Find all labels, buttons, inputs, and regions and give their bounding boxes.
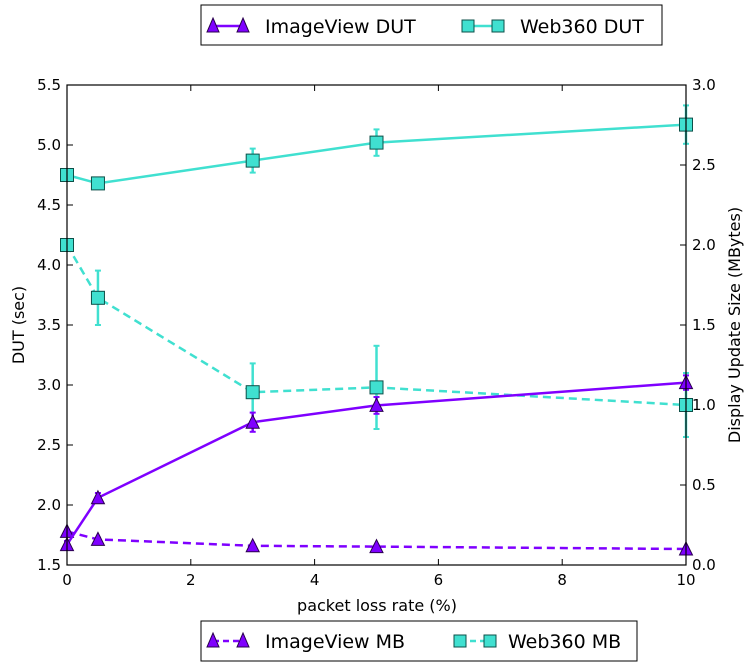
legend-label-web360-dut: Web360 DUT bbox=[520, 16, 644, 38]
x-tick-label-4: 8 bbox=[557, 571, 567, 589]
y-right-tick-label-2: 1.0 bbox=[692, 396, 716, 414]
y-axis-right-label: Display Update Size (MBytes) bbox=[725, 207, 744, 443]
y-left-tick-label-2: 2.5 bbox=[37, 436, 61, 454]
y-right-tick-label-6: 3.0 bbox=[692, 76, 716, 94]
legend-label-imageview-dut: ImageView DUT bbox=[265, 16, 416, 38]
legend-marker-web360-mb-1 bbox=[453, 634, 467, 648]
legend-entry-imageview-mb: ImageView MB bbox=[206, 631, 405, 653]
y-right-tick-label-5: 2.5 bbox=[692, 156, 716, 174]
point-imageview-mb-2 bbox=[245, 537, 261, 553]
legend-top-frame bbox=[200, 4, 663, 46]
point-imageview-mb-3 bbox=[369, 538, 384, 554]
legend-bottom-frame bbox=[200, 620, 638, 662]
y-left-tick-label-3: 3.0 bbox=[37, 376, 61, 394]
legend-top: ImageView DUT Web360 DUT bbox=[200, 4, 663, 46]
y-left-tick-label-1: 2.0 bbox=[37, 496, 61, 514]
y-right-tick-label-3: 1.5 bbox=[692, 316, 716, 334]
y-right-tick-label-0: 0.0 bbox=[692, 556, 716, 574]
point-web360-dut-3 bbox=[369, 135, 384, 150]
legend-label-web360-mb: Web360 MB bbox=[508, 631, 621, 653]
point-web360-dut-1 bbox=[90, 176, 105, 191]
point-web360-mb-3 bbox=[369, 380, 384, 395]
point-imageview-dut-3 bbox=[369, 397, 384, 412]
y-left-tick-label-8: 5.5 bbox=[37, 76, 61, 94]
series-web360-mb bbox=[60, 238, 693, 438]
y-axis-left-label: DUT (sec) bbox=[9, 286, 28, 364]
legend-bottom: ImageView MB Web360 MB bbox=[200, 620, 638, 662]
legend-marker-imageview-dut-2 bbox=[236, 16, 250, 33]
legend-entry-web360-mb: Web360 MB bbox=[453, 631, 621, 653]
x-tick-label-2: 4 bbox=[310, 571, 320, 589]
ticks-layer: 0 2 4 6 8 10 1.5 2.0 2.5 3.0 3.5 4.0 4.5 5.0 5.5 0.0 0.5… bbox=[37, 76, 716, 589]
plot-frame bbox=[66, 84, 687, 566]
y-right-tick-label-1: 0.5 bbox=[692, 476, 716, 494]
series-imageview-dut bbox=[59, 374, 694, 552]
point-imageview-dut-2 bbox=[245, 414, 261, 429]
series-layer bbox=[59, 104, 694, 556]
legend-marker-imageview-mb-2 bbox=[236, 631, 250, 648]
legend-entry-web360-dut: Web360 DUT bbox=[461, 16, 644, 38]
series-imageview-mb bbox=[59, 523, 694, 556]
legend-marker-imageview-mb-1 bbox=[206, 631, 220, 648]
series-web360-dut bbox=[60, 104, 693, 191]
legend-label-imageview-mb: ImageView MB bbox=[265, 631, 405, 653]
point-imageview-mb-1 bbox=[90, 531, 106, 546]
legend-marker-web360-dut-2 bbox=[491, 19, 505, 33]
x-tick-label-0: 0 bbox=[62, 571, 72, 589]
legend-marker-imageview-dut-1 bbox=[206, 16, 220, 33]
x-axis-label: packet loss rate (%) bbox=[297, 596, 457, 615]
y-left-tick-label-5: 4.0 bbox=[37, 256, 61, 274]
y-right-tick-label-4: 2.0 bbox=[692, 236, 716, 254]
point-web360-mb-1 bbox=[90, 290, 105, 305]
series-line-web360-mb bbox=[65, 244, 687, 407]
x-tick-label-5: 10 bbox=[676, 571, 695, 589]
point-web360-mb-2 bbox=[245, 385, 260, 400]
y-left-tick-label-0: 1.5 bbox=[37, 556, 61, 574]
point-web360-dut-2 bbox=[245, 153, 260, 168]
y-left-tick-label-7: 5.0 bbox=[37, 136, 61, 154]
point-imageview-dut-1 bbox=[90, 489, 106, 505]
legend-marker-web360-mb-2 bbox=[483, 634, 497, 648]
x-tick-label-3: 6 bbox=[434, 571, 444, 589]
legend-marker-web360-dut-1 bbox=[461, 19, 475, 33]
legend-entry-imageview-dut: ImageView DUT bbox=[206, 16, 416, 38]
x-tick-label-1: 2 bbox=[186, 571, 196, 589]
y-left-tick-label-6: 4.5 bbox=[37, 196, 61, 214]
y-left-tick-label-4: 3.5 bbox=[37, 316, 61, 334]
